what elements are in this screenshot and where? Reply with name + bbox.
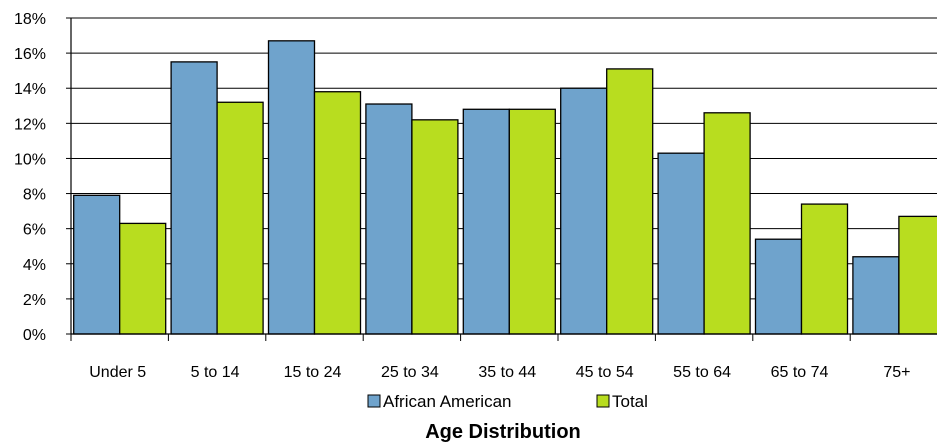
x-tick-label: 45 to 54 (576, 364, 634, 381)
y-tick-label: 14% (14, 81, 46, 98)
bar-african-american (365, 103, 413, 335)
x-tick-labels: Under 5 5 to 14 15 to 24 25 to 34 35 to 44 45… (89, 364, 910, 381)
y-tick-labels: 0% 2% 4% 6% 8% 10% 12% 14% 16% 18% (14, 11, 46, 344)
y-tick-label: 0% (23, 327, 46, 344)
y-tick-label: 4% (23, 257, 46, 274)
bar-african-american (267, 40, 316, 335)
legend-label-african-american: African American (383, 392, 512, 411)
y-tick-label: 6% (23, 222, 46, 239)
x-tick-label: 25 to 34 (381, 364, 439, 381)
bar-african-american (73, 194, 121, 335)
bar-total (216, 101, 264, 335)
legend: African American Total (367, 392, 648, 411)
bar-total (508, 108, 556, 335)
y-tick-label: 18% (14, 11, 46, 28)
bar-total (898, 215, 937, 335)
bar-african-american (462, 108, 510, 335)
legend-swatch-total (596, 394, 610, 408)
bar-total (606, 68, 654, 335)
x-tick-label: Under 5 (89, 364, 146, 381)
bars (73, 40, 937, 335)
x-tick-label: 75+ (883, 364, 910, 381)
x-tick-label: 35 to 44 (478, 364, 536, 381)
y-tick-label: 10% (14, 151, 46, 168)
bar-african-american (852, 256, 900, 335)
y-tick-label: 8% (23, 187, 46, 204)
bar-total (800, 203, 849, 335)
chart-title: Age Distribution (425, 421, 581, 443)
x-tick-label: 55 to 64 (673, 364, 731, 381)
x-tick-label: 65 to 74 (771, 364, 829, 381)
legend-swatch-african-american (367, 394, 381, 408)
bar-african-american (657, 152, 705, 335)
legend-label-total: Total (612, 392, 648, 411)
y-tick-label: 16% (14, 46, 46, 63)
bar-african-american (170, 61, 218, 335)
x-tick-label: 5 to 14 (191, 364, 240, 381)
bar-total (119, 222, 167, 335)
axes (66, 17, 937, 341)
bar-total (313, 91, 362, 335)
y-tick-label: 2% (23, 292, 46, 309)
bar-african-american (754, 238, 803, 335)
bar-total (411, 119, 459, 335)
bar-total (703, 112, 751, 335)
y-tick-label: 12% (14, 116, 46, 133)
bar-african-american (560, 87, 608, 335)
x-tick-label: 15 to 24 (284, 364, 342, 381)
